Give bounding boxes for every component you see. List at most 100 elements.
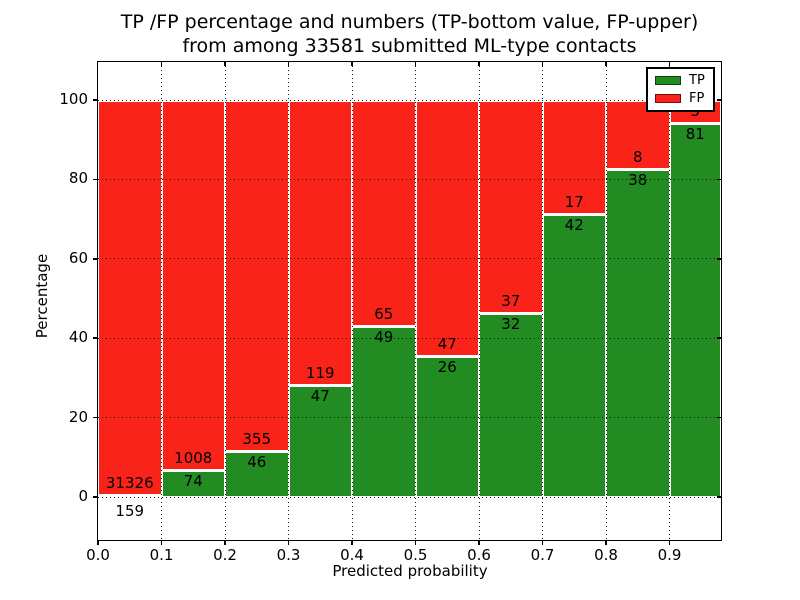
x-axis-tick-top [541,62,544,66]
tp-bar-6 [479,312,543,497]
y-axis-tick-right [717,178,721,181]
x-tick-label-0.8: 0.8 [594,546,618,564]
legend-swatch-tp-icon [655,76,681,86]
x-axis-tick [541,540,544,545]
fp-bar-1 [161,100,225,470]
fp-count-label-7: 17 [564,193,584,212]
y-axis-tick-right [717,416,721,419]
x-tick-label-0.9: 0.9 [657,546,682,564]
tp-count-label-9: 81 [685,125,705,144]
tp-count-label-6: 32 [501,314,521,333]
fp-bar-2 [225,100,289,452]
legend-swatch-fp-icon [655,93,681,103]
tp-count-label-0: 159 [115,502,145,520]
tp-bar-5 [415,355,479,497]
fp-bar-5 [415,100,479,356]
fp-count-label-3: 119 [305,363,335,382]
legend-item-fp: FP [655,91,708,106]
x-axis-tick [668,540,671,545]
y-axis-tick-right [717,496,721,498]
x-tick-label-0.4: 0.4 [340,546,364,564]
gridline-v-04 [351,62,353,540]
x-tick-label-0.3: 0.3 [276,546,301,564]
plot-area: 31326 159 1008 74 355 46 119 47 65 49 47 26 37 32 17 42… [97,61,722,541]
x-axis-tick-top [351,62,353,66]
tp-bar-8 [606,169,670,497]
y-tick-label-80: 80 [68,169,88,188]
x-tick-label-0.1: 0.1 [149,546,174,564]
y-tick-label-60: 60 [68,248,88,267]
gridline-v-01 [161,62,162,540]
fp-count-label-6: 37 [501,291,521,310]
gridline-v-06 [478,62,480,540]
tp-count-label-7: 42 [564,216,584,235]
gridline-v-09 [669,62,670,540]
gridline-h-0 [98,496,721,498]
x-tick-label-0.0: 0.0 [86,546,110,564]
fp-bar-4 [352,100,416,327]
fp-count-label-2: 355 [242,430,272,449]
y-axis-tick [93,416,98,419]
figure-title: TP /FP percentage and numbers (TP-bottom… [98,10,721,58]
legend-label-tp: TP [689,73,705,89]
fp-count-label-4: 65 [374,305,394,324]
legend-item-tp: TP [655,73,708,88]
fp-count-label-5: 47 [437,334,457,353]
y-tick-label-20: 20 [68,407,88,426]
x-axis-tick [160,540,163,545]
y-axis-label: Percentage [33,253,51,339]
x-axis-tick [414,540,417,545]
gridline-h-60 [98,258,721,260]
figure-title-line1: TP /FP percentage and numbers (TP-bottom… [120,11,699,33]
tp-count-label-8: 38 [628,171,648,190]
gridline-v-07 [542,62,543,540]
y-tick-label-40: 40 [68,328,88,347]
y-axis-tick-right [717,337,721,339]
x-axis-tick-top [668,62,671,66]
gridline-h-100 [98,99,721,101]
fp-bar-3 [288,100,352,385]
fp-count-label-8: 8 [632,148,643,167]
fp-bar-0 [98,100,162,495]
x-axis-tick [605,540,607,545]
tp-count-label-4: 49 [374,328,394,347]
y-axis-tick [93,337,98,339]
y-axis-tick-right [717,258,721,260]
figure-title-line2: from among 33581 submitted ML-type conta… [182,35,637,57]
x-tick-label-0.5: 0.5 [403,546,428,564]
gridline-v-02 [224,62,226,540]
fp-bar-6 [479,100,543,313]
gridline-v-03 [288,62,289,540]
x-axis-tick-top [414,62,417,66]
tp-bar-4 [352,326,416,497]
x-tick-label-0.2: 0.2 [213,546,237,564]
tp-bar-7 [542,214,606,497]
gridline-h-40 [98,337,721,339]
x-axis-tick [224,540,226,545]
y-axis-tick [93,258,98,260]
legend-label-fp: FP [689,90,705,106]
gridline-v-05 [415,62,416,540]
y-axis-tick-right [717,99,721,101]
tp-count-label-1: 74 [183,471,203,490]
tp-count-label-5: 26 [437,357,457,376]
x-axis-label: Predicted probability [332,562,488,580]
x-axis-tick [478,540,480,545]
x-axis-tick [351,540,353,545]
fp-count-label-1: 1008 [174,448,213,467]
y-axis-tick [93,178,98,181]
x-axis-tick-top [478,62,480,66]
tp-count-label-3: 47 [310,386,330,405]
x-tick-label-0.6: 0.6 [467,546,491,564]
x-axis-tick [97,540,99,545]
gridline-h-20 [98,417,721,419]
legend: TP FP [646,67,715,112]
x-axis-tick-top [287,62,290,66]
y-axis-tick [93,99,98,101]
x-axis-tick [287,540,290,545]
x-axis-tick-top [605,62,607,66]
gridline-h-80 [98,178,721,180]
y-tick-label-0: 0 [78,487,88,505]
x-axis-tick-top [224,62,226,66]
